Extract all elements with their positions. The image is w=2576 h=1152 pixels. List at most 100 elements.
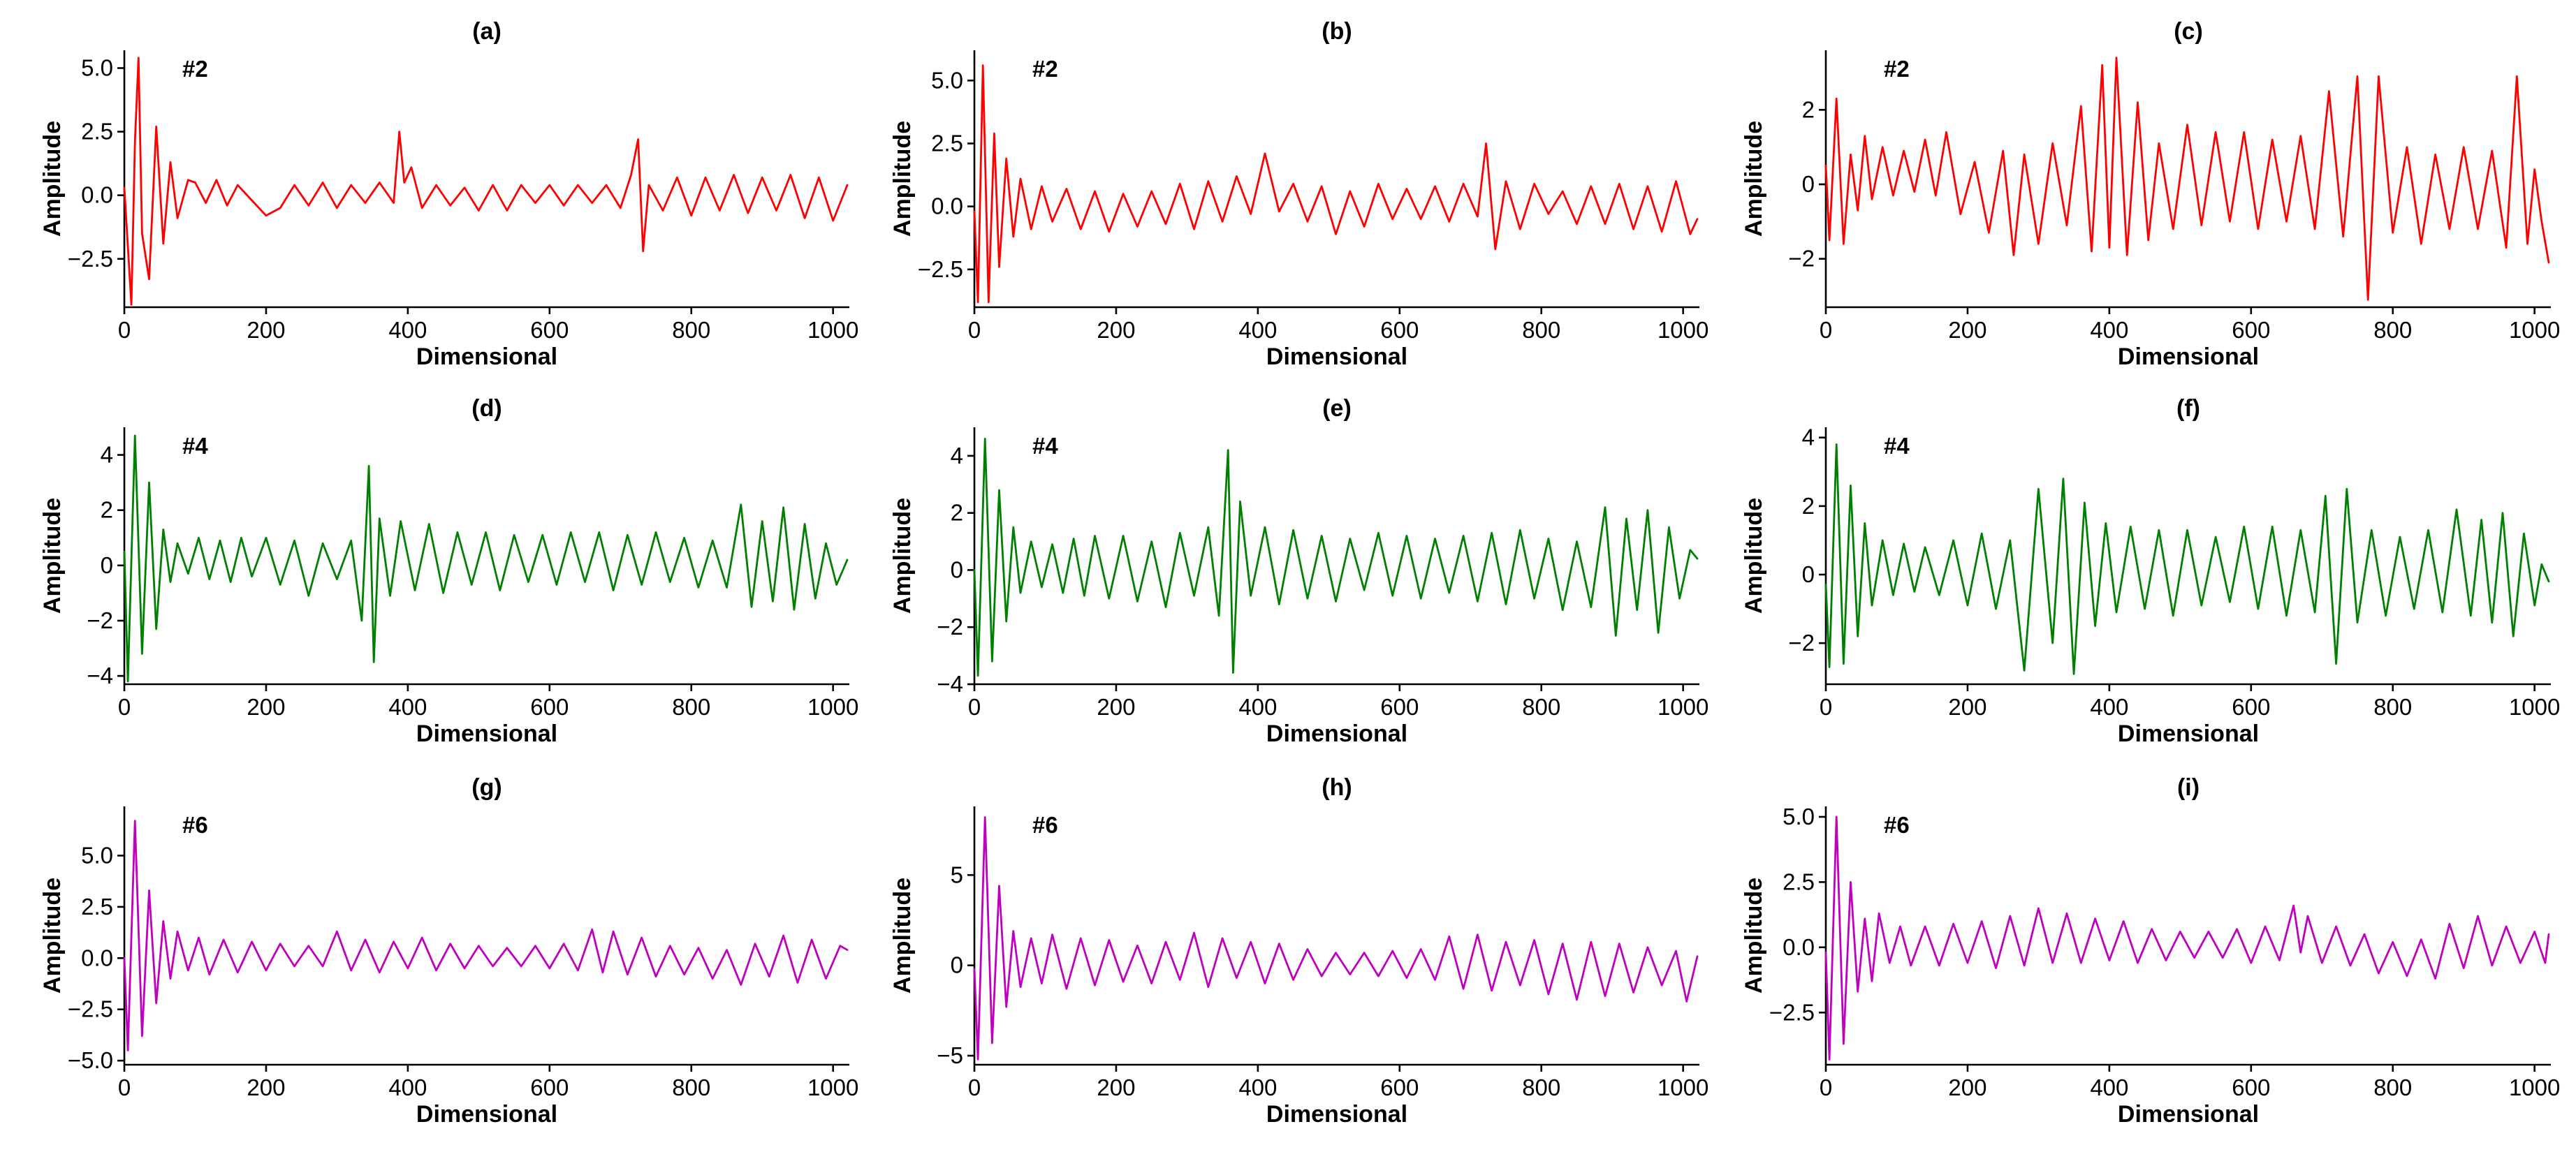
x-tick-label: 800 bbox=[1522, 694, 1560, 720]
x-tick-label: 400 bbox=[1238, 317, 1277, 343]
x-tick-label: 0 bbox=[118, 1075, 131, 1100]
series-line-n2 bbox=[123, 57, 849, 306]
x-tick-label: 1000 bbox=[2509, 694, 2560, 720]
y-tick-label: −5 bbox=[937, 1042, 963, 1068]
x-tick-label: 200 bbox=[1097, 317, 1135, 343]
series-annotation: #4 bbox=[1032, 433, 1058, 459]
subplot-title: (f) bbox=[2176, 395, 2200, 422]
x-tick-label: 1000 bbox=[1657, 317, 1708, 343]
y-axis-label: Amplitude bbox=[1741, 121, 1767, 237]
series-annotation: #2 bbox=[182, 56, 208, 82]
subplot-c: (c) 0 200 400 600 800 1000 −2 0 2 Dimensional Ampli… bbox=[1741, 18, 2560, 370]
series-line-n6 bbox=[1824, 815, 2550, 1061]
y-axis-label: Amplitude bbox=[889, 121, 916, 237]
series-line-n4 bbox=[123, 434, 849, 683]
subplot-title: (c) bbox=[2174, 18, 2203, 45]
y-tick-label: −2 bbox=[87, 607, 113, 633]
x-tick-label: 800 bbox=[2373, 317, 2412, 343]
y-tick-label: 0.0 bbox=[931, 193, 963, 219]
y-axis-label: Amplitude bbox=[39, 878, 66, 994]
x-tick-label: 600 bbox=[2232, 1075, 2270, 1100]
x-tick-label: 800 bbox=[2373, 694, 2412, 720]
y-tick-label: −2.5 bbox=[1769, 999, 1815, 1025]
y-axis-label: Amplitude bbox=[889, 498, 916, 614]
x-tick-label: 0 bbox=[968, 694, 981, 720]
y-tick-label: −2.5 bbox=[68, 246, 113, 272]
x-tick-label: 800 bbox=[1522, 317, 1560, 343]
x-tick-label: 1000 bbox=[1657, 694, 1708, 720]
y-tick-label: −2.5 bbox=[68, 996, 113, 1022]
x-tick-label: 600 bbox=[1380, 317, 1419, 343]
x-tick-label: 400 bbox=[1238, 1075, 1277, 1100]
y-tick-label: 2 bbox=[1802, 493, 1815, 519]
x-tick-label: 400 bbox=[388, 1075, 427, 1100]
x-tick-label: 0 bbox=[968, 1075, 981, 1100]
x-tick-label: 600 bbox=[2232, 317, 2270, 343]
subplot-g: (g) 0 200 400 600 800 1000 −5.0 −2.5 0.0 2.5 5.0 Dim… bbox=[39, 774, 858, 1128]
subplot-title: (b) bbox=[1322, 18, 1352, 45]
series-line-n6 bbox=[123, 820, 849, 1051]
x-tick-label: 400 bbox=[388, 694, 427, 720]
y-tick-label: 4 bbox=[101, 442, 113, 468]
x-axis-label: Dimensional bbox=[1266, 1101, 1407, 1128]
x-tick-label: 400 bbox=[2090, 694, 2128, 720]
series-line-n6 bbox=[973, 816, 1699, 1061]
subplot-title: (e) bbox=[1322, 395, 1352, 422]
y-tick-label: 2.5 bbox=[81, 119, 113, 145]
x-tick-label: 200 bbox=[1097, 694, 1135, 720]
x-tick-label: 600 bbox=[1380, 694, 1419, 720]
y-tick-label: 2.5 bbox=[931, 130, 963, 156]
x-tick-label: 600 bbox=[530, 1075, 569, 1100]
series-annotation: #6 bbox=[182, 812, 208, 838]
y-tick-label: 5.0 bbox=[1783, 804, 1815, 829]
x-axis-label: Dimensional bbox=[416, 721, 557, 747]
series-annotation: #2 bbox=[1884, 56, 1910, 82]
x-tick-label: 400 bbox=[1238, 694, 1277, 720]
y-tick-label: −5.0 bbox=[68, 1047, 113, 1073]
subplot-d: (d) 0 200 400 600 800 1000 −4 −2 0 2 4 Dimensional Am… bbox=[39, 395, 858, 747]
y-tick-label: −4 bbox=[87, 663, 113, 688]
y-tick-label: 5.0 bbox=[931, 67, 963, 93]
y-tick-label: 0 bbox=[101, 552, 113, 578]
x-tick-label: 600 bbox=[1380, 1075, 1419, 1100]
series-line-n4 bbox=[973, 438, 1699, 677]
x-axis-label: Dimensional bbox=[416, 344, 557, 370]
subplot-title: (d) bbox=[471, 395, 502, 422]
y-tick-label: 5.0 bbox=[81, 55, 113, 81]
y-tick-label: 5.0 bbox=[81, 842, 113, 868]
series-annotation: #4 bbox=[182, 433, 208, 459]
y-tick-label: 2 bbox=[1802, 96, 1815, 122]
x-tick-label: 1000 bbox=[807, 317, 858, 343]
series-annotation: #6 bbox=[1032, 812, 1058, 838]
y-axis-label: Amplitude bbox=[39, 121, 66, 237]
x-axis-label: Dimensional bbox=[1266, 721, 1407, 747]
y-tick-label: −2 bbox=[1788, 630, 1815, 656]
series-line-n4 bbox=[1824, 443, 2550, 675]
x-tick-label: 1000 bbox=[807, 1075, 858, 1100]
x-tick-label: 0 bbox=[1820, 694, 1832, 720]
x-tick-label: 1000 bbox=[2509, 1075, 2560, 1100]
x-tick-label: 200 bbox=[1948, 317, 1986, 343]
y-tick-label: 0 bbox=[951, 952, 963, 978]
x-tick-label: 400 bbox=[388, 317, 427, 343]
x-tick-label: 200 bbox=[1948, 1075, 1986, 1100]
y-tick-label: 2.5 bbox=[1783, 869, 1815, 894]
y-tick-label: 4 bbox=[951, 443, 963, 468]
x-tick-label: 1000 bbox=[807, 694, 858, 720]
y-tick-label: 0 bbox=[951, 556, 963, 582]
x-tick-label: 800 bbox=[1522, 1075, 1560, 1100]
x-tick-label: 800 bbox=[2373, 1075, 2412, 1100]
x-tick-label: 0 bbox=[118, 317, 131, 343]
series-annotation: #6 bbox=[1884, 812, 1910, 838]
series-annotation: #4 bbox=[1884, 433, 1910, 459]
x-tick-label: 200 bbox=[247, 694, 285, 720]
y-tick-label: 2.5 bbox=[81, 894, 113, 920]
subplot-title: (h) bbox=[1322, 774, 1352, 801]
subplot-e: (e) 0 200 400 600 800 1000 −4 −2 0 2 4 Dimensional Am… bbox=[889, 395, 1708, 747]
subplot-a: (a) 0 200 400 600 800 1000 −2.5 0.0 2.5 5.0 Dimensi… bbox=[39, 18, 858, 370]
series-line-n2 bbox=[1824, 57, 2550, 301]
y-tick-label: 2 bbox=[951, 500, 963, 526]
x-tick-label: 800 bbox=[672, 694, 710, 720]
y-tick-label: 0.0 bbox=[1783, 934, 1815, 960]
